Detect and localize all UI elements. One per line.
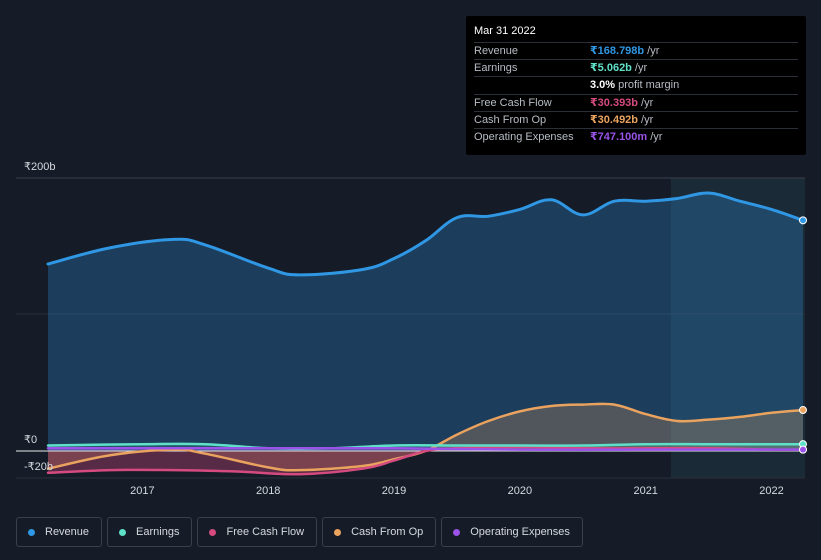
x-tick-2020: 2020 xyxy=(508,485,532,497)
tooltip-row-unit: /yr xyxy=(641,96,654,109)
legend: Revenue Earnings Free Cash Flow Cash From O… xyxy=(16,517,583,547)
legend-item-operating-expenses[interactable]: Operating Expenses xyxy=(441,517,583,547)
legend-label: Revenue xyxy=(45,526,90,538)
tooltip-row-value: 3.0% xyxy=(590,79,616,92)
legend-dot-icon xyxy=(119,528,127,536)
tooltip-row-value: ₹30.492b xyxy=(590,113,639,126)
legend-dot-icon xyxy=(334,528,342,536)
x-tick-2017: 2017 xyxy=(130,485,154,497)
legend-dot-icon xyxy=(28,528,35,536)
tooltip-row: Revenue ₹168.798b/yr xyxy=(474,42,798,59)
tooltip-row-unit: /yr xyxy=(650,130,663,143)
line-revenue xyxy=(46,191,805,277)
y-label-bottom: -₹20b xyxy=(24,461,53,473)
tooltip-row-unit: /yr xyxy=(647,45,660,57)
legend-item-revenue[interactable]: Revenue xyxy=(16,517,103,547)
x-tick-2018: 2018 xyxy=(256,485,280,497)
line-cash-from-op xyxy=(46,402,805,472)
x-tick-2021: 2021 xyxy=(633,485,657,497)
line-earnings xyxy=(46,442,805,450)
tooltip-row-value: ₹747.100m xyxy=(590,130,648,143)
tooltip-row-unit: profit margin xyxy=(618,79,680,92)
tooltip-row-value: ₹168.798b xyxy=(590,45,645,57)
tooltip-row-unit: /yr xyxy=(634,62,648,75)
legend-label: Earnings xyxy=(136,526,180,538)
tooltip-row: Free Cash Flow ₹30.393b/yr xyxy=(474,93,798,111)
tooltip-row-label xyxy=(474,77,590,93)
endpoint-revenue[interactable] xyxy=(799,216,807,225)
area-free-cash-flow xyxy=(48,446,803,475)
series-endpoints xyxy=(799,216,807,454)
endpoint-cash-from-op[interactable] xyxy=(799,406,807,415)
tooltip-row-value: ₹30.393b xyxy=(590,96,639,109)
legend-label: Cash From Op xyxy=(351,526,424,538)
area-revenue xyxy=(48,192,803,452)
tooltip-row-label: Cash From Op xyxy=(474,113,547,126)
tooltip-row: Cash From Op ₹30.492b/yr xyxy=(474,110,798,128)
legend-item-free-cash-flow[interactable]: Free Cash Flow xyxy=(197,517,318,547)
tooltip-row-label: Free Cash Flow xyxy=(474,96,552,109)
tooltip-rows: Revenue ₹168.798b/yr Earnings ₹5.062b/yr 3.0… xyxy=(474,42,798,145)
forecast-highlight xyxy=(670,178,805,478)
tooltip-row: Operating Expenses ₹747.100m/yr xyxy=(474,127,798,145)
endpoint-operating-expenses[interactable] xyxy=(799,445,807,454)
legend-label: Operating Expenses xyxy=(470,526,570,538)
legend-label: Free Cash Flow xyxy=(226,526,305,538)
tooltip-row-unit: /yr xyxy=(641,113,654,126)
x-axis-ticks: 2017 2018 2019 2020 2021 2022 xyxy=(130,485,784,497)
line-free-cash-flow xyxy=(46,445,805,476)
legend-dot-icon xyxy=(209,528,217,536)
line-operating-expenses xyxy=(46,446,805,451)
legend-item-earnings[interactable]: Earnings xyxy=(107,517,193,547)
tooltip-panel: Mar 31 2022 Revenue ₹168.798b/yr Earnings ₹… xyxy=(466,16,806,155)
x-tick-2019: 2019 xyxy=(382,485,406,497)
tooltip-row-label: Operating Expenses xyxy=(474,130,574,143)
tooltip-row-label: Revenue xyxy=(474,45,519,57)
area-cash-from-op xyxy=(48,403,803,471)
tooltip-row: 3.0% profit margin xyxy=(474,76,798,93)
legend-item-cash-from-op[interactable]: Cash From Op xyxy=(322,517,437,547)
tooltip-row: Earnings ₹5.062b/yr xyxy=(474,59,798,76)
y-label-zero: ₹0 xyxy=(24,434,37,446)
series-areas xyxy=(48,192,803,475)
tooltip-date: Mar 31 2022 xyxy=(474,25,536,37)
y-label-top: ₹200b xyxy=(24,161,55,173)
tooltip-row-label: Earnings xyxy=(474,62,518,75)
legend-dot-icon xyxy=(453,528,461,536)
tooltip-row-value: ₹5.062b xyxy=(590,62,632,75)
series-lines xyxy=(46,191,805,476)
x-tick-2022: 2022 xyxy=(759,485,783,497)
